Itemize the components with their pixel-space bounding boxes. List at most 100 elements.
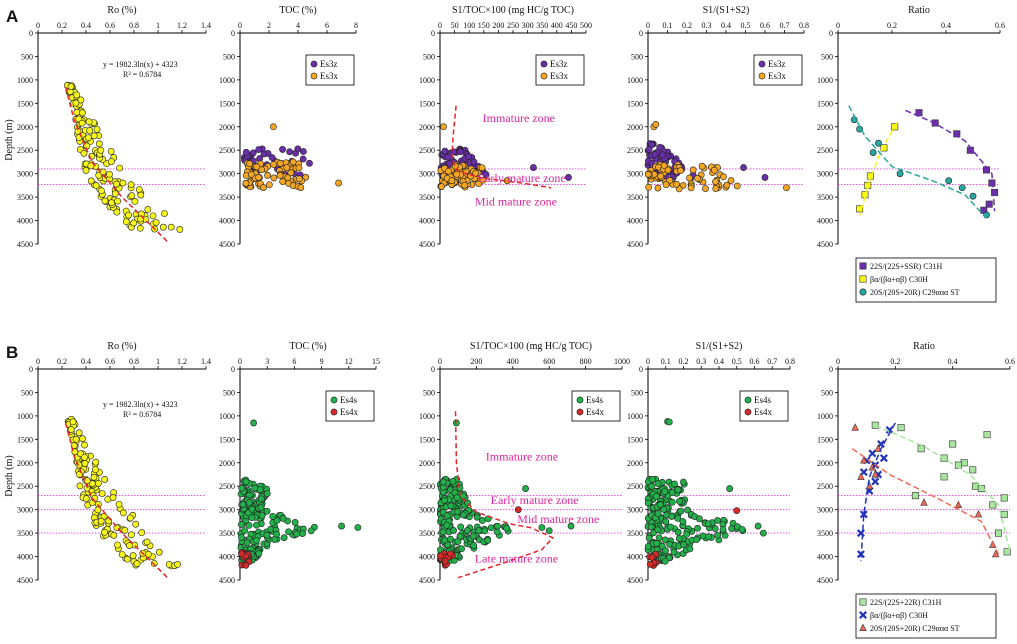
data-point xyxy=(704,520,712,528)
data-point xyxy=(683,530,691,538)
legend-marker xyxy=(540,72,548,80)
x-tick-label: 0.4 xyxy=(81,21,91,30)
y-tick-label: 2000 xyxy=(419,123,435,132)
data-point xyxy=(726,485,734,492)
data-point xyxy=(723,181,731,189)
x-tick-label: 1 xyxy=(156,357,160,366)
trend-line xyxy=(860,422,896,562)
data-point xyxy=(79,435,86,443)
data-point xyxy=(662,181,670,188)
data-point xyxy=(974,509,983,518)
data-point xyxy=(874,444,882,452)
data-point xyxy=(478,517,486,524)
data-point xyxy=(954,500,963,508)
y-tick-label: 500 xyxy=(821,388,833,397)
data-point xyxy=(705,533,712,541)
data-point xyxy=(654,480,662,488)
data-points xyxy=(237,419,362,569)
regression-equation-b: y = 1982.3ln(x) + 4323 xyxy=(103,400,178,409)
legend: Es4s Es4x xyxy=(739,390,789,422)
data-point xyxy=(693,174,701,182)
x-tick-label: 0 xyxy=(36,21,40,30)
data-point xyxy=(567,522,575,530)
x-tick-label: 9 xyxy=(320,357,324,366)
data-point xyxy=(299,148,307,155)
data-point xyxy=(131,197,139,205)
data-point xyxy=(155,548,163,556)
data-point xyxy=(73,108,81,116)
data-point xyxy=(149,212,157,220)
data-point xyxy=(241,527,248,535)
trend-line xyxy=(858,121,899,217)
y-tick-label: 1500 xyxy=(219,99,235,108)
data-point xyxy=(87,177,95,185)
legend-label: 22S/(22S+22R) C31H xyxy=(870,598,942,607)
data-point xyxy=(654,184,662,192)
legend-label: 20S/(20S+20R) C29ααα ST xyxy=(870,288,960,297)
data-point xyxy=(126,514,134,522)
legend-marker xyxy=(859,262,867,270)
data-point xyxy=(107,158,115,165)
y-tick-label: 3500 xyxy=(817,529,833,538)
data-point xyxy=(245,499,253,507)
data-point xyxy=(738,525,746,533)
data-point xyxy=(503,524,511,532)
y-tick-label: 2500 xyxy=(419,146,435,155)
data-point xyxy=(306,159,313,167)
y-tick-label: 3500 xyxy=(219,529,235,538)
chart-a4: S1/(S1+S2) 0 0.1 0.2 0.3 0.4 0.5 0.6 0.7 0.8 0 500 1… xyxy=(627,5,809,249)
data-point xyxy=(454,508,461,516)
y-tick-label: 3000 xyxy=(627,170,643,179)
data-point xyxy=(958,184,966,192)
y-tick-label: 2000 xyxy=(219,459,235,468)
legend-label: Es3x xyxy=(320,71,339,81)
x-tick-label: 0.4 xyxy=(81,357,91,366)
data-points xyxy=(64,415,181,570)
x-tick-label: 0 xyxy=(438,21,442,30)
zone-annotation: Late mature zone xyxy=(475,552,558,566)
data-point xyxy=(257,495,265,503)
data-point xyxy=(712,178,719,186)
y-tick-label: 2500 xyxy=(17,146,33,155)
y-tick-label: 3000 xyxy=(17,506,33,515)
chart-a1: Ro (%) 0 0.2 0.4 0.6 0.8 1 1.2 1.4 0 500 1000 1500 20… xyxy=(17,5,211,249)
data-point xyxy=(538,524,546,531)
data-point xyxy=(469,532,477,540)
x-tick-label: 4 xyxy=(296,21,300,30)
data-point xyxy=(85,118,93,126)
data-point xyxy=(949,440,957,448)
data-point xyxy=(285,528,292,536)
data-point xyxy=(289,158,297,166)
y-tick-label: 3000 xyxy=(219,170,235,179)
data-point xyxy=(307,527,315,535)
x-tick-label: 6 xyxy=(292,357,296,366)
data-point xyxy=(441,496,448,504)
x-tick-label: 0.1 xyxy=(663,21,673,30)
data-point xyxy=(860,456,868,464)
data-point xyxy=(276,160,284,167)
y-tick-label: 1500 xyxy=(627,99,643,108)
legend-marker xyxy=(576,396,584,404)
x-tick-label: 0.7 xyxy=(780,21,790,30)
data-point xyxy=(76,482,84,490)
data-point xyxy=(686,545,694,553)
data-point xyxy=(106,170,113,178)
data-point xyxy=(1000,510,1008,518)
data-point xyxy=(77,96,85,104)
chart-b2: TOC (%) 0 3 6 9 12 15 0 500 1000 1500 2000 2500 3000 3… xyxy=(219,341,380,585)
zone-annotation: Early mature zone xyxy=(491,493,579,507)
data-point xyxy=(293,530,301,538)
data-point xyxy=(674,528,682,536)
data-point xyxy=(122,218,130,226)
data-point xyxy=(677,167,684,175)
data-point xyxy=(354,524,362,531)
data-point xyxy=(295,164,303,172)
legend: Es4s Es4x xyxy=(325,390,375,422)
data-point xyxy=(444,541,452,549)
y-tick-label: 0 xyxy=(29,365,33,374)
x-tick-label: 500 xyxy=(580,21,592,30)
data-point xyxy=(530,164,537,171)
data-point xyxy=(917,445,925,453)
charts-layer: Ro (%)0 0.2 0.4 0.6 0.8 1 1.2 1.405001000150020… xyxy=(17,5,1015,639)
